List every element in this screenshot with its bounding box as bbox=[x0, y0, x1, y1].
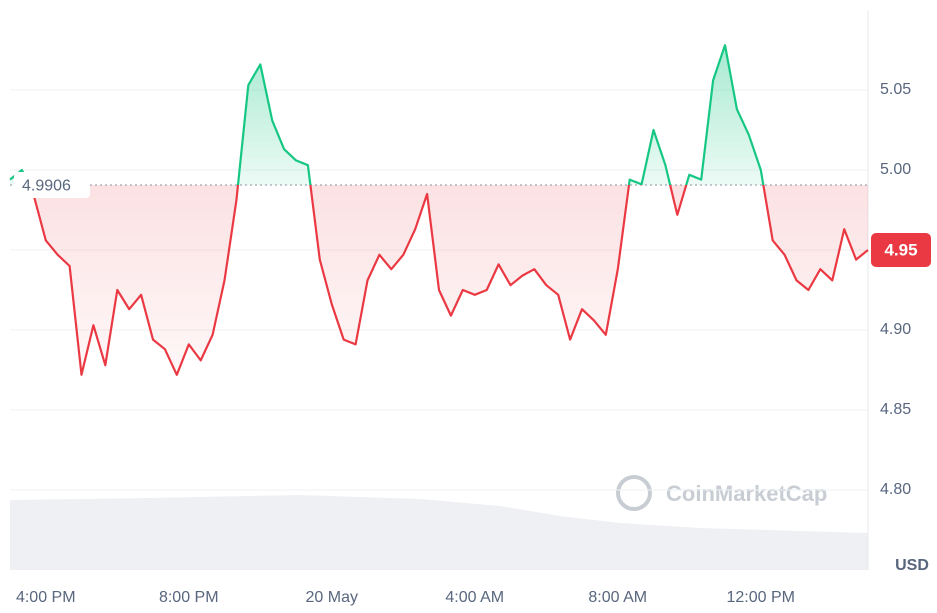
y-tick-label: 4.90 bbox=[880, 321, 911, 338]
price-tag: 4.95 bbox=[884, 240, 917, 259]
watermark-text: CoinMarketCap bbox=[666, 481, 827, 506]
x-tick-label: 20 May bbox=[306, 589, 358, 606]
price-line bbox=[9, 44, 869, 376]
x-tick-label: 12:00 PM bbox=[727, 589, 795, 606]
volume-area bbox=[10, 495, 868, 570]
y-tick-label: 5.00 bbox=[880, 161, 911, 178]
x-tick-label: 8:00 AM bbox=[588, 589, 647, 606]
price-tag-box bbox=[871, 233, 931, 267]
price-area bbox=[10, 45, 868, 375]
y-tick-label: 4.80 bbox=[880, 481, 911, 498]
x-tick-label: 4:00 AM bbox=[445, 589, 504, 606]
x-tick-label: 4:00 PM bbox=[16, 589, 76, 606]
y-axis-unit: USD bbox=[895, 557, 929, 574]
x-tick-label: 8:00 PM bbox=[159, 589, 219, 606]
reference-label: 4.9906 bbox=[22, 177, 71, 194]
reference-label-box bbox=[14, 172, 90, 199]
watermark-logo bbox=[616, 475, 652, 511]
y-tick-label: 4.85 bbox=[880, 401, 911, 418]
y-tick-label: 5.05 bbox=[880, 81, 911, 98]
watermark: CoinMarketCap bbox=[616, 475, 827, 511]
